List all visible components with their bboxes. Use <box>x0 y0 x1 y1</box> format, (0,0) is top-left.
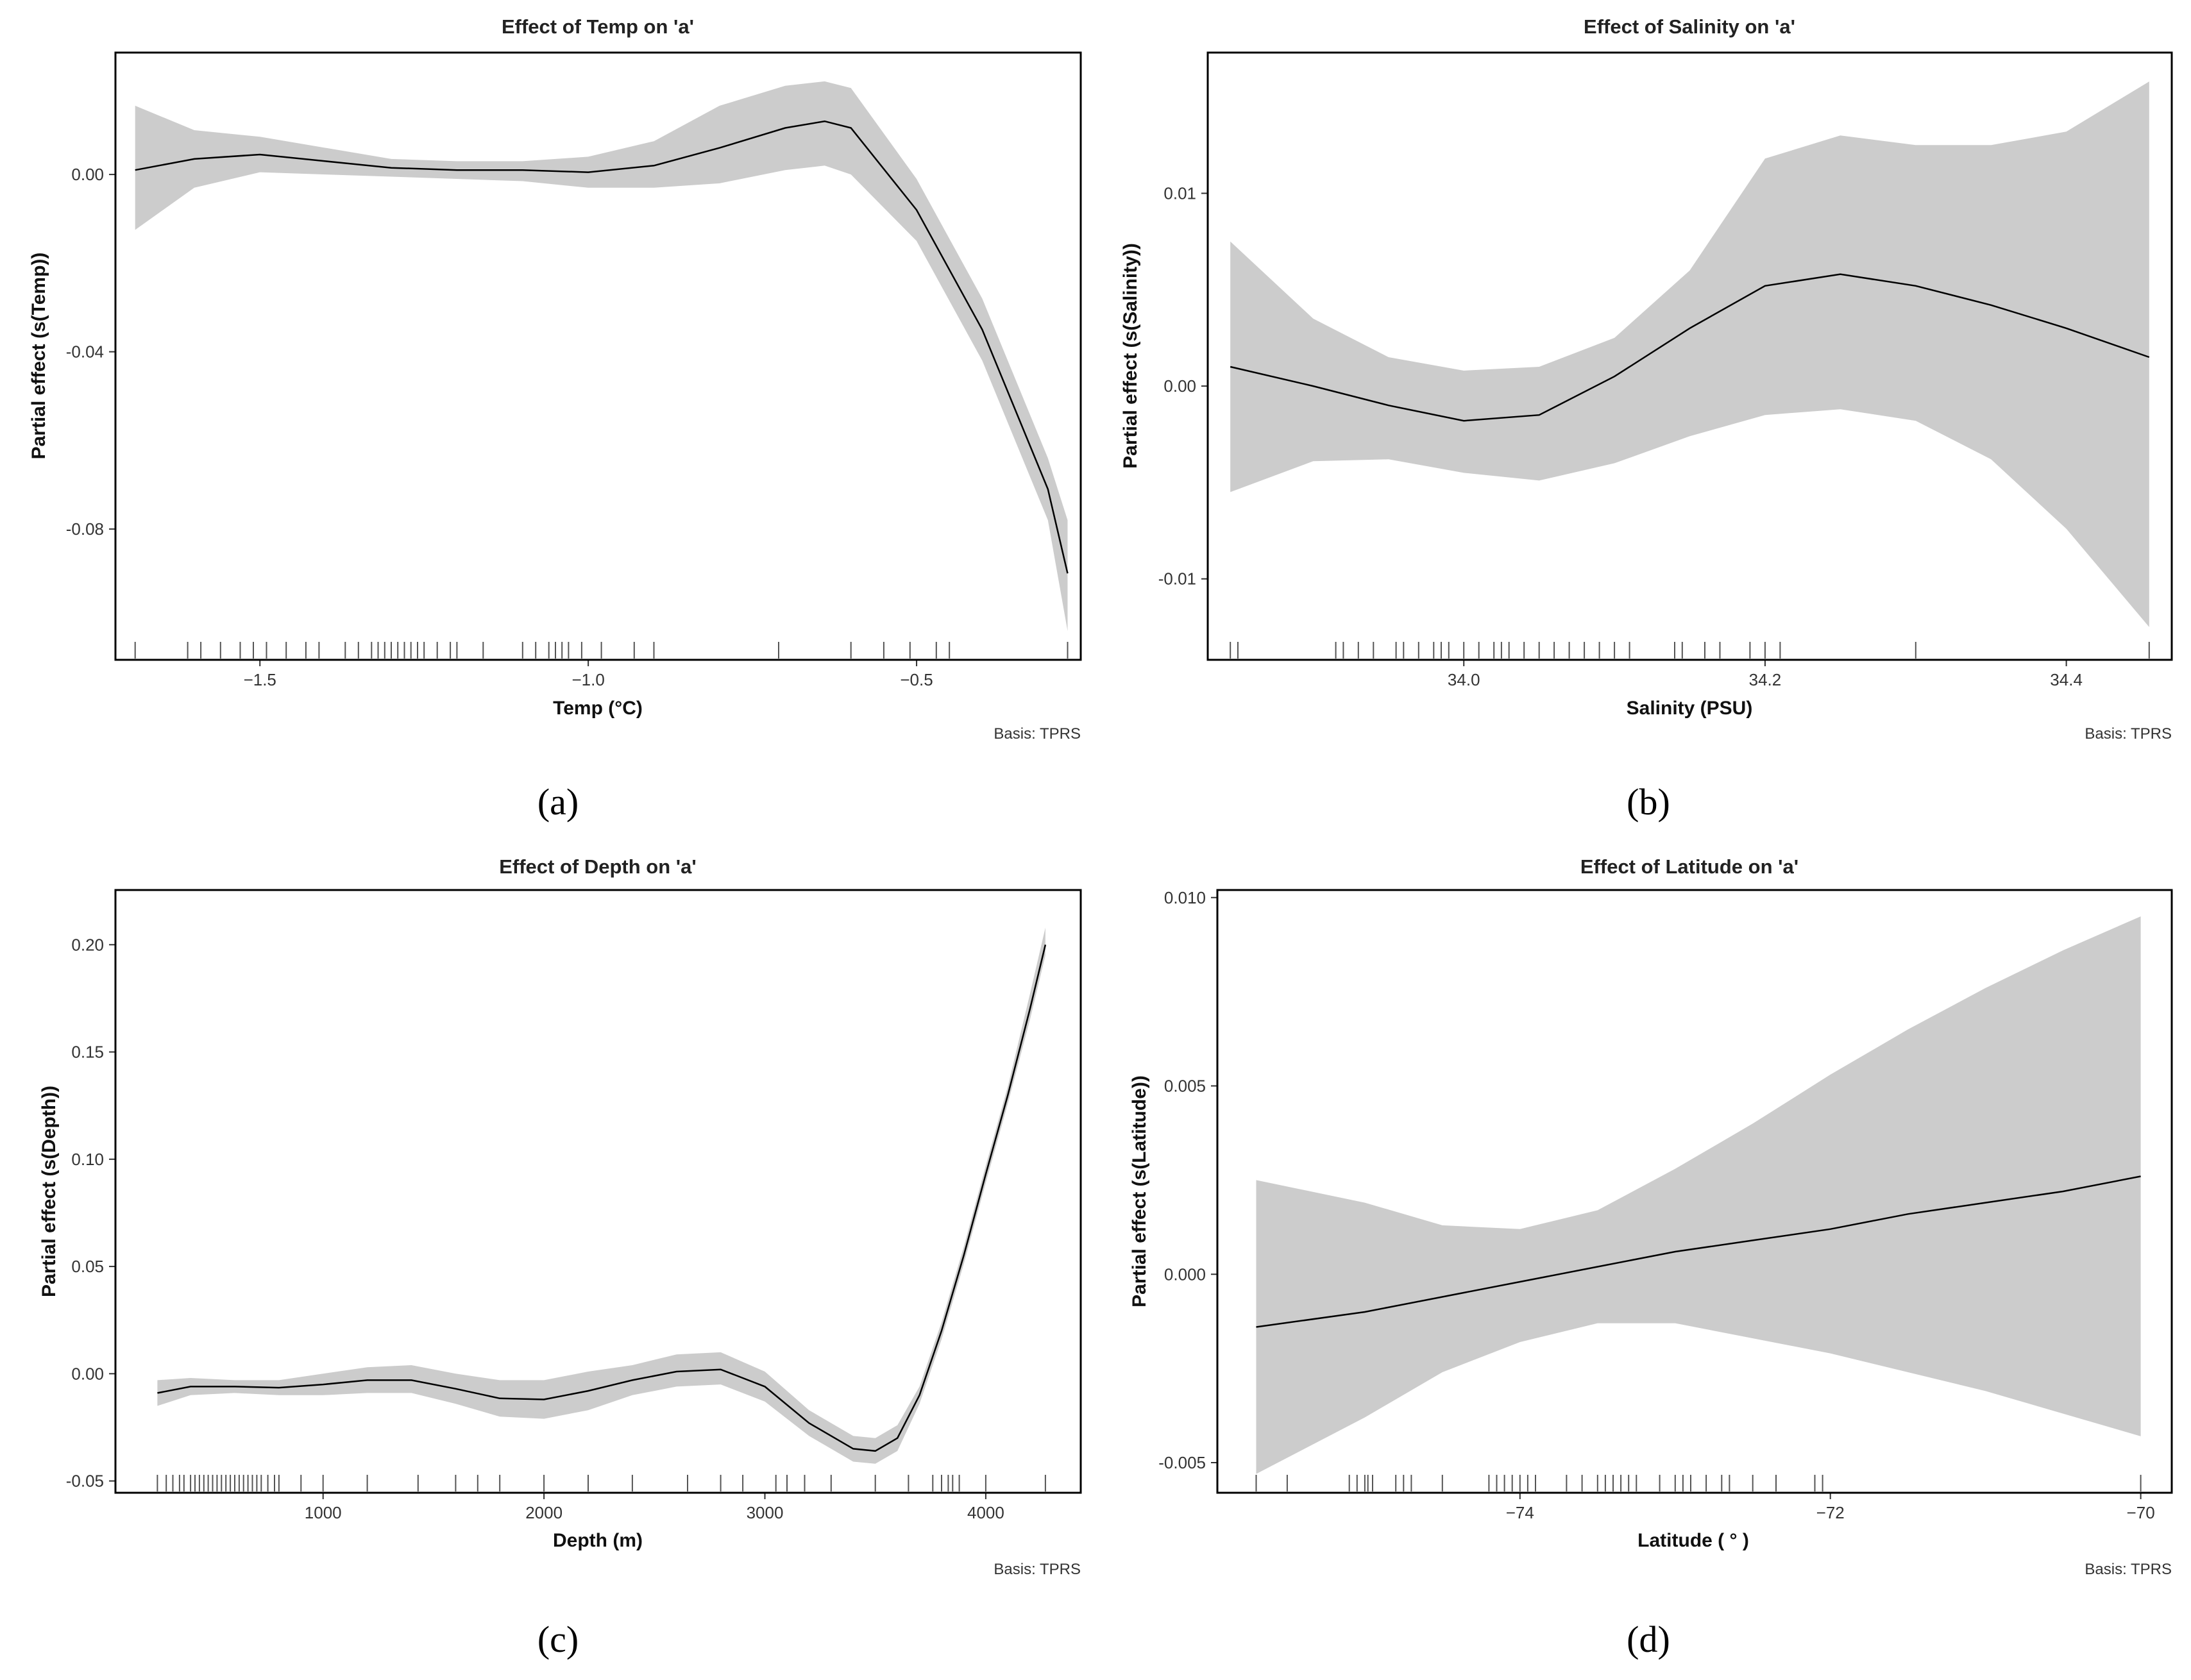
y-axis-title: Partial effect (s(Depth)) <box>38 1086 60 1297</box>
basis-caption: Basis: TPRS <box>2085 725 2172 743</box>
x-tick-label: −1.5 <box>244 670 276 689</box>
smooth-line <box>1230 273 2150 422</box>
basis-caption: Basis: TPRS <box>2085 1561 2172 1578</box>
panel-label-a: (a) <box>537 781 579 823</box>
panel-label-b: (b) <box>1627 781 1670 823</box>
y-tick-label: 0.05 <box>71 1257 104 1276</box>
plot-area: 1000 2000 3000 4000 0.20 0.15 0.10 0.05 0.00 -0.0… <box>66 927 1047 1522</box>
y-axis-title: Partial effect (s(Salinity)) <box>1120 243 1141 469</box>
plot-area: −74 −72 −70 0.010 0.005 0.000 -0.005 <box>1158 888 2154 1522</box>
x-tick-label: −74 <box>1506 1503 1534 1522</box>
confidence-band <box>157 927 1045 1464</box>
y-tick-label: 0.010 <box>1164 888 1206 907</box>
x-tick-label: −70 <box>2127 1503 2155 1522</box>
plot-area: 34.0 34.2 34.4 0.01 0.00 -0.01 <box>1158 81 2150 689</box>
x-tick-label: −1.0 <box>571 670 604 689</box>
x-axis-title: Temp (°C) <box>553 698 643 719</box>
y-tick-label: -0.08 <box>66 519 104 539</box>
chart-title: Effect of Latitude on 'a' <box>1580 855 1798 878</box>
y-tick-label: -0.005 <box>1158 1453 1206 1472</box>
basis-caption: Basis: TPRS <box>994 1561 1081 1578</box>
y-axis-title: Partial effect (s(Latitude)) <box>1129 1075 1150 1307</box>
panel-a: Effect of Temp on 'a' −1.5 −1.0 −0.5 0.00 -0… <box>28 15 1082 823</box>
y-tick-label: 0.15 <box>71 1043 104 1062</box>
y-axis-title: Partial effect (s(Temp)) <box>28 253 49 460</box>
x-tick-label: 34.4 <box>2050 670 2083 689</box>
confidence-band <box>1230 81 2149 627</box>
x-axis-title: Depth (m) <box>553 1530 643 1551</box>
panel-c: Effect of Depth on 'a' 1000 2000 3000 4000 0… <box>38 855 1082 1660</box>
x-tick-label: 2000 <box>525 1503 563 1522</box>
x-tick-label: 34.0 <box>1448 670 1480 689</box>
panel-label-c: (c) <box>537 1618 579 1660</box>
chart-title: Effect of Depth on 'a' <box>499 855 697 878</box>
plot-frame <box>1206 51 2173 661</box>
smooth-line <box>157 945 1047 1452</box>
y-tick-label: 0.10 <box>71 1150 104 1169</box>
chart-title: Effect of Salinity on 'a' <box>1584 15 1795 38</box>
y-tick-label: 0.00 <box>1163 376 1196 396</box>
smooth-line <box>1256 1175 2141 1328</box>
x-tick-label: 3000 <box>747 1503 784 1522</box>
panel-label-d: (d) <box>1627 1618 1670 1660</box>
confidence-band <box>135 81 1068 632</box>
y-tick-label: 0.20 <box>71 935 104 954</box>
x-tick-label: 1000 <box>305 1503 342 1522</box>
x-axis-title: Salinity (PSU) <box>1627 698 1753 719</box>
y-tick-label: -0.04 <box>66 342 104 362</box>
y-tick-label: 0.00 <box>71 1364 104 1383</box>
x-tick-label: 4000 <box>967 1503 1004 1522</box>
x-tick-label: 34.2 <box>1749 670 1782 689</box>
confidence-band <box>1256 916 2141 1474</box>
y-tick-label: 0.01 <box>1163 183 1196 203</box>
plot-area: −1.5 −1.0 −0.5 0.00 -0.04 -0.08 <box>66 81 1069 689</box>
panel-b: Effect of Salinity on 'a' 34.0 34.2 34.4 0.… <box>1120 15 2173 823</box>
basis-caption: Basis: TPRS <box>994 725 1081 743</box>
x-axis-title: Latitude ( ° ) <box>1637 1530 1749 1551</box>
x-tick-label: −72 <box>1816 1503 1845 1522</box>
plot-frame <box>1216 889 2173 1494</box>
y-tick-label: 0.000 <box>1164 1264 1206 1284</box>
x-tick-label: −0.5 <box>900 670 933 689</box>
y-tick-label: 0.005 <box>1164 1077 1206 1096</box>
y-tick-label: 0.00 <box>71 165 104 184</box>
smooth-line <box>135 120 1069 574</box>
panel-d: Effect of Latitude on 'a' −74 −72 −70 0.010… <box>1129 855 2173 1660</box>
chart-title: Effect of Temp on 'a' <box>502 15 694 38</box>
y-tick-label: -0.01 <box>1158 569 1196 589</box>
y-tick-label: -0.05 <box>66 1472 104 1491</box>
plot-frame <box>114 51 1082 661</box>
plot-frame <box>114 889 1082 1494</box>
